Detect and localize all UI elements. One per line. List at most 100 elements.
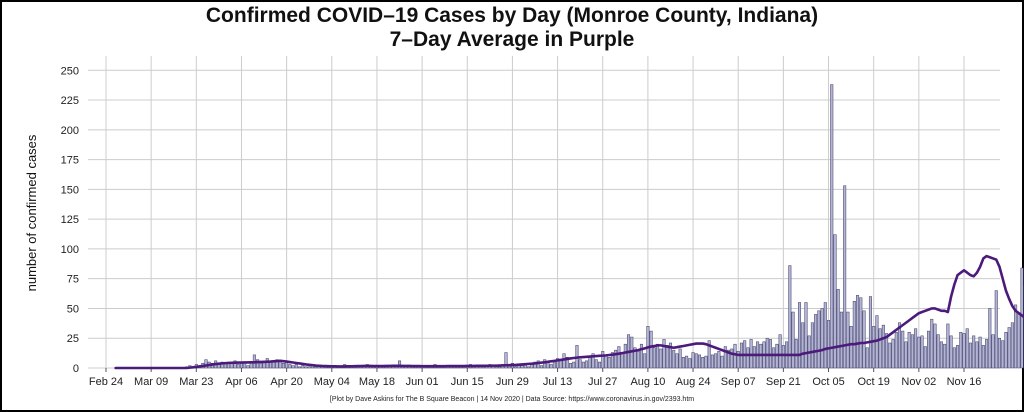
daily-case-bar (723, 346, 727, 369)
daily-case-bar (675, 353, 679, 369)
daily-case-bar (539, 365, 543, 369)
daily-case-bar (659, 348, 663, 369)
daily-case-bar (533, 361, 537, 369)
daily-case-bar (720, 355, 724, 369)
daily-case-bar (733, 343, 737, 369)
daily-case-bar (959, 332, 963, 369)
daily-case-bar (778, 334, 782, 369)
daily-case-bar (304, 366, 308, 369)
daily-case-bar (985, 339, 989, 369)
x-axis-ticks: Feb 24 Mar 09 Mar 23 Apr 06 Apr 20 May 04 May … (89, 376, 982, 388)
daily-case-bar (978, 336, 982, 369)
y-tick-label: 0 (73, 363, 79, 375)
daily-case-bar (810, 322, 814, 369)
daily-case-bar (607, 357, 611, 369)
daily-case-bar (704, 355, 708, 369)
daily-case-bar (727, 349, 731, 369)
y-tick-label: 225 (61, 95, 79, 107)
daily-case-bar (994, 290, 998, 369)
daily-case-bar (585, 360, 589, 369)
daily-case-bar (294, 364, 298, 369)
daily-case-bar (588, 357, 592, 369)
daily-case-bar (275, 359, 279, 369)
daily-case-bar (672, 349, 676, 369)
y-tick-label: 100 (61, 244, 79, 256)
x-tick-label: Oct 05 (812, 376, 844, 388)
daily-case-bar (291, 365, 295, 369)
x-tick-label: Apr 06 (225, 376, 257, 388)
daily-case-bar (891, 339, 895, 369)
x-tick-label: Apr 20 (270, 376, 302, 388)
daily-case-bar (917, 336, 921, 369)
daily-case-bar (833, 234, 837, 369)
daily-case-bar (236, 364, 240, 369)
daily-case-bar (901, 330, 905, 369)
daily-case-bar (220, 361, 224, 369)
daily-case-bar (527, 366, 531, 369)
daily-case-bar (965, 328, 969, 369)
daily-case-bar (620, 353, 624, 369)
x-tick-label: Aug 10 (630, 376, 665, 388)
daily-case-bar (933, 323, 937, 369)
y-axis-ticks: 0 25 50 75 100 125 150 175 200 225 250 (61, 65, 79, 375)
daily-case-bar (598, 361, 602, 369)
daily-case-bar (885, 333, 889, 369)
daily-case-bar (862, 310, 866, 369)
daily-case-bar (1017, 314, 1021, 369)
daily-case-bar (601, 351, 605, 369)
daily-case-bar (856, 295, 860, 369)
daily-case-bar (968, 342, 972, 369)
y-axis-label: number of confirmed cases (24, 134, 39, 291)
daily-case-bar (617, 346, 621, 369)
daily-case-bar (904, 341, 908, 369)
daily-case-bar (307, 366, 311, 369)
daily-case-bar (952, 347, 956, 369)
daily-case-bar (920, 335, 924, 369)
daily-case-bar (559, 360, 563, 369)
daily-case-bar (910, 334, 914, 369)
daily-case-bar (852, 301, 856, 369)
y-tick-label: 175 (61, 155, 79, 167)
daily-case-bar (939, 341, 943, 369)
daily-case-bar (801, 322, 805, 369)
daily-case-bar (623, 343, 627, 369)
average-line-series (114, 254, 1024, 370)
daily-case-bar (691, 352, 695, 369)
daily-case-bar (643, 353, 647, 369)
daily-case-bar (604, 355, 608, 369)
daily-case-bar (788, 265, 792, 369)
daily-case-bar (259, 362, 263, 369)
daily-case-bar (772, 347, 776, 369)
y-tick-label: 150 (61, 184, 79, 196)
daily-case-bar (685, 355, 689, 369)
daily-case-bar (894, 332, 898, 369)
daily-case-bar (301, 365, 305, 369)
daily-case-bar (568, 362, 572, 369)
y-tick-label: 125 (61, 214, 79, 226)
daily-case-bar (665, 345, 669, 369)
daily-case-bar (556, 358, 560, 369)
daily-case-bar (849, 326, 853, 369)
daily-case-bar (823, 302, 827, 369)
daily-case-bar (923, 346, 927, 369)
daily-case-bar (233, 360, 237, 369)
x-tick-label: Feb 24 (89, 376, 123, 388)
daily-case-bar (791, 311, 795, 369)
daily-case-bar (927, 330, 931, 369)
daily-case-bar (698, 354, 702, 369)
daily-case-bar (836, 289, 840, 369)
x-tick-label: Jul 13 (543, 376, 572, 388)
daily-case-bar (888, 342, 892, 369)
daily-case-bar (398, 360, 402, 369)
x-tick-label: Nov 02 (901, 376, 936, 388)
daily-case-bar (543, 359, 547, 369)
daily-case-bar (639, 343, 643, 369)
daily-case-bar (765, 337, 769, 369)
daily-case-bar (239, 362, 243, 369)
daily-case-bar (246, 365, 250, 369)
daily-case-bar (565, 357, 569, 369)
daily-case-bar (914, 328, 918, 369)
x-tick-label: Sep 07 (721, 376, 756, 388)
daily-case-bar (314, 366, 318, 369)
